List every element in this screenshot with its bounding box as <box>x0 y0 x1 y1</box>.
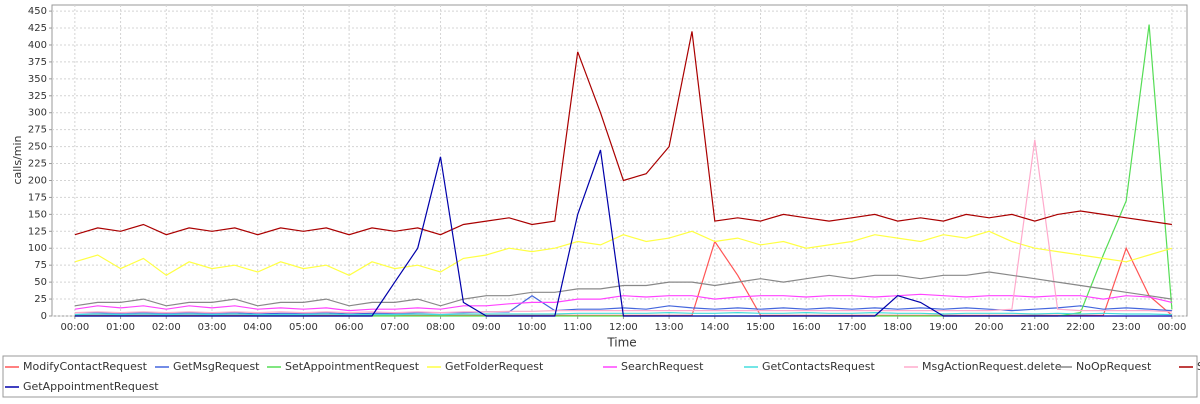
x-tick-label: 12:00 <box>609 322 638 333</box>
y-tick-label: 275 <box>28 125 47 136</box>
y-tick-label: 200 <box>28 175 47 186</box>
plot-area <box>51 4 1188 317</box>
x-tick-label: 23:00 <box>1112 322 1141 333</box>
series-line <box>74 139 1172 314</box>
x-tick-label: 22:00 <box>1066 322 1095 333</box>
y-tick-label: 300 <box>28 108 47 119</box>
x-tick-label: 17:00 <box>838 322 867 333</box>
x-tick-label: 18:00 <box>883 322 912 333</box>
y-tick-label: 400 <box>28 40 47 51</box>
legend-label: SearchRequest <box>621 360 704 373</box>
x-tick-label: 20:00 <box>975 322 1004 333</box>
y-tick-label: 25 <box>34 294 47 305</box>
y-tick-label: 250 <box>28 142 47 153</box>
x-tick-label: 19:00 <box>929 322 958 333</box>
x-tick-label: 04:00 <box>243 322 272 333</box>
y-axis-label: calls/min <box>11 135 24 184</box>
y-tick-label: 450 <box>28 6 47 17</box>
legend-label: SetAppointmentRequest <box>285 360 420 373</box>
series-line <box>74 230 1173 277</box>
x-tick-label: 13:00 <box>655 322 684 333</box>
y-tick-label: 425 <box>28 23 47 34</box>
x-tick-label: 03:00 <box>198 322 227 333</box>
y-tick-label: 325 <box>28 91 47 102</box>
y-tick-label: 50 <box>34 277 47 288</box>
series-line <box>74 149 1172 317</box>
y-tick-label: 175 <box>28 192 47 203</box>
y-tick-label: 0 <box>41 311 47 322</box>
x-tick-label: 00:00 <box>1158 322 1187 333</box>
x-tick-label: 01:00 <box>106 322 135 333</box>
x-tick-label: 05:00 <box>289 322 318 333</box>
legend-label: NoOpRequest <box>1076 360 1152 373</box>
x-tick-label: 09:00 <box>472 322 501 333</box>
legend-label: MsgActionRequest.delete <box>922 360 1062 373</box>
x-tick-label: 02:00 <box>152 322 181 333</box>
legend-label: GetMsgRequest <box>173 360 260 373</box>
legend-label: ModifyContactRequest <box>23 360 148 373</box>
x-tick-label: 10:00 <box>518 322 547 333</box>
x-tick-label: 07:00 <box>380 322 409 333</box>
legend-label: GetFolderRequest <box>445 360 544 373</box>
x-tick-label: 16:00 <box>792 322 821 333</box>
y-tick-label: 100 <box>28 243 47 254</box>
y-tick-label: 75 <box>34 260 47 271</box>
x-tick-label: 15:00 <box>746 322 775 333</box>
legend-label: SyncRequest <box>1197 360 1200 373</box>
x-tick-label: 08:00 <box>426 322 455 333</box>
x-tick-label: 00:00 <box>60 322 89 333</box>
series-line <box>74 31 1172 236</box>
y-tick-label: 125 <box>28 226 47 237</box>
y-tick-label: 225 <box>28 159 47 170</box>
legend-label: GetContactsRequest <box>762 360 876 373</box>
y-tick-label: 150 <box>28 209 47 220</box>
series-line <box>74 271 1172 307</box>
x-axis-label: Time <box>606 336 636 350</box>
x-tick-label: 11:00 <box>563 322 592 333</box>
x-tick-label: 14:00 <box>700 322 729 333</box>
x-tick-label: 21:00 <box>1020 322 1049 333</box>
series-line <box>74 293 1173 312</box>
legend-label: GetAppointmentRequest <box>23 380 159 393</box>
y-tick-label: 350 <box>28 74 47 85</box>
y-tick-label: 375 <box>28 57 47 68</box>
x-tick-label: 06:00 <box>335 322 364 333</box>
legend <box>2 355 1198 398</box>
